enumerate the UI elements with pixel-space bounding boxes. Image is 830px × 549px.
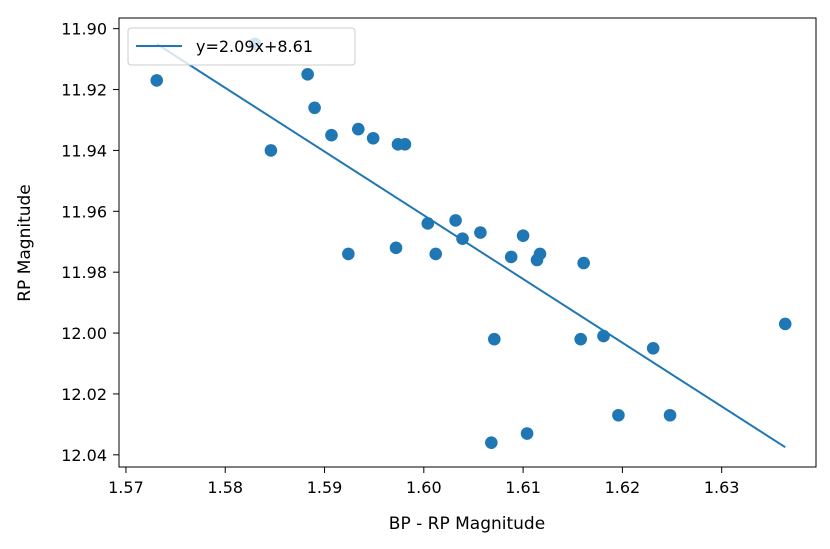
x-tick-label: 1.62 — [605, 478, 641, 497]
y-tick-label: 11.94 — [61, 141, 107, 160]
y-tick-label: 12.02 — [61, 385, 107, 404]
legend: y=2.09x+8.61 — [127, 27, 356, 66]
scatter-point — [577, 256, 590, 270]
scatter-point — [485, 436, 498, 449]
scatter-point — [301, 68, 314, 81]
scatter-point — [516, 229, 530, 242]
scatter-point — [778, 317, 792, 331]
scatter-point — [474, 226, 487, 239]
axes: 1.57 1.58 1.59 1.60 1.61 1.62 1.63 11.90 11.92 11… — [61, 20, 739, 497]
x-tick-label: 1.58 — [207, 478, 243, 497]
scatter-point — [398, 138, 412, 151]
y-tick-label: 11.96 — [61, 202, 107, 221]
y-tick-label: 12.04 — [61, 446, 107, 465]
x-tick-label: 1.60 — [406, 478, 442, 497]
scatter-point — [389, 241, 403, 255]
scatter-point — [574, 332, 587, 346]
y-axis-label: RP Magnitude — [15, 184, 35, 302]
scatter-point — [150, 74, 164, 87]
y-tick-label: 12.00 — [61, 324, 107, 343]
fit-line — [156, 43, 786, 449]
scatter-point — [264, 144, 278, 157]
x-tick-label: 1.61 — [505, 478, 541, 497]
scatter-point — [520, 427, 534, 440]
scatter-point — [429, 247, 443, 261]
scatter-point — [325, 128, 338, 142]
scatter-point — [449, 214, 462, 227]
x-tick-label: 1.57 — [108, 478, 144, 497]
scatter-point — [421, 217, 435, 230]
legend-box — [127, 27, 356, 66]
x-tick-label: 1.59 — [307, 478, 343, 497]
y-tick-label: 11.90 — [61, 20, 107, 39]
y-tick-label: 11.98 — [61, 263, 107, 282]
scatter-point — [308, 101, 321, 115]
scatter-point — [612, 408, 625, 422]
scatter-point — [351, 122, 365, 136]
plot-frame — [118, 17, 817, 468]
legend-label: y=2.09x+8.61 — [196, 37, 313, 56]
x-axis-label: BP - RP Magnitude — [389, 514, 545, 534]
scatter-point — [488, 332, 501, 346]
scatter-point — [646, 341, 660, 355]
scatter-point — [342, 247, 355, 261]
scatter-point — [533, 247, 547, 261]
scatter-point — [663, 408, 677, 422]
x-tick-label: 1.63 — [704, 478, 740, 497]
scatter-point — [504, 250, 518, 264]
y-tick-label: 11.92 — [61, 81, 107, 100]
scatter-point — [366, 131, 380, 145]
